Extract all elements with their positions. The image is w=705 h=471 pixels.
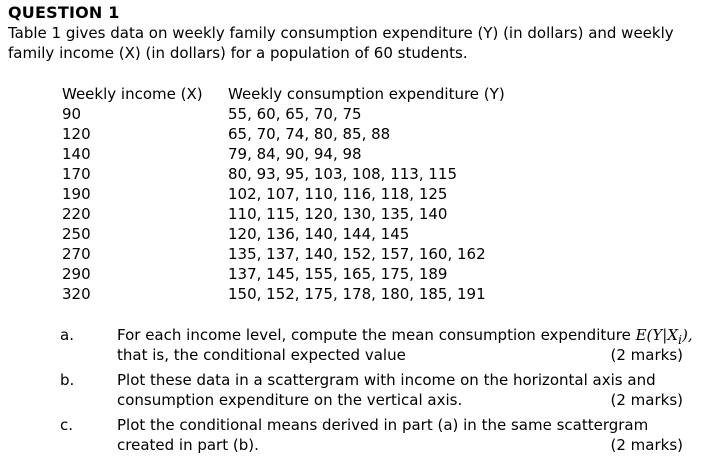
intro-line-2: family income (X) (in dollars) for a pop… [8, 44, 468, 62]
part-line: created in part (b). (2 marks) [117, 435, 683, 455]
table-row: 90 55, 60, 65, 70, 75 [62, 104, 505, 124]
table-row: 220 110, 115, 120, 130, 135, 140 [62, 204, 505, 224]
expenditure-cell: 150, 152, 175, 178, 180, 185, 191 [228, 285, 486, 303]
expenditure-cell: 102, 107, 110, 116, 118, 125 [228, 185, 448, 203]
table-row: 250 120, 136, 140, 144, 145 [62, 224, 505, 244]
marks-label: (2 marks) [610, 346, 684, 364]
expenditure-cell: 110, 115, 120, 130, 135, 140 [228, 205, 448, 223]
part-letter: a. [60, 326, 74, 344]
math-expression: E(Y|X [635, 326, 679, 344]
part-b: b. Plot these data in a scattergram with… [60, 370, 685, 410]
part-text: Plot the conditional means derived in pa… [117, 416, 649, 434]
expenditure-cell: 137, 145, 155, 165, 175, 189 [228, 265, 448, 283]
part-a: a. For each income level, compute the me… [60, 325, 693, 365]
part-letter: c. [60, 416, 74, 434]
table-row: 270 135, 137, 140, 152, 157, 160, 162 [62, 244, 505, 264]
marks-label: (2 marks) [610, 436, 684, 454]
table-row: 170 80, 93, 95, 103, 108, 113, 115 [62, 164, 505, 184]
expenditure-cell: 80, 93, 95, 103, 108, 113, 115 [228, 165, 457, 183]
income-cell: 270 [62, 245, 91, 263]
part-text: consumption expenditure on the vertical … [117, 391, 463, 409]
part-line: Plot these data in a scattergram with in… [117, 370, 683, 390]
part-body: Plot these data in a scattergram with in… [117, 370, 683, 410]
part-text: that is, the conditional expected value [117, 346, 406, 364]
table-row: 190 102, 107, 110, 116, 118, 125 [62, 184, 505, 204]
expenditure-cell: 135, 137, 140, 152, 157, 160, 162 [228, 245, 486, 263]
part-text: Plot these data in a scattergram with in… [117, 371, 656, 389]
data-table: Weekly income (X) Weekly consumption exp… [62, 84, 505, 304]
question-heading: QUESTION 1 [8, 3, 120, 22]
math-expression-end: ), [682, 326, 693, 344]
expenditure-column-header: Weekly consumption expenditure (Y) [228, 85, 505, 103]
part-line: that is, the conditional expected value (… [117, 345, 683, 365]
marks-label: (2 marks) [610, 391, 684, 409]
income-cell: 120 [62, 125, 91, 143]
part-letter: b. [60, 371, 75, 389]
expenditure-cell: 79, 84, 90, 94, 98 [228, 145, 362, 163]
expenditure-cell: 65, 70, 74, 80, 85, 88 [228, 125, 391, 143]
part-line: Plot the conditional means derived in pa… [117, 415, 683, 435]
expenditure-cell: 55, 60, 65, 70, 75 [228, 105, 362, 123]
part-body: Plot the conditional means derived in pa… [117, 415, 683, 455]
income-cell: 290 [62, 265, 91, 283]
expenditure-cell: 120, 136, 140, 144, 145 [228, 225, 410, 243]
table-row: 320 150, 152, 175, 178, 180, 185, 191 [62, 284, 505, 304]
income-column-header: Weekly income (X) [62, 85, 203, 103]
table-row: 120 65, 70, 74, 80, 85, 88 [62, 124, 505, 144]
part-body: For each income level, compute the mean … [117, 325, 693, 365]
math-subscript: i [678, 332, 683, 347]
part-line: For each income level, compute the mean … [117, 325, 693, 347]
conditional-mean-expression: E(Y|Xi), [635, 326, 693, 347]
part-text: created in part (b). [117, 436, 259, 454]
intro-line-1: Table 1 gives data on weekly family cons… [8, 24, 674, 42]
income-cell: 170 [62, 165, 91, 183]
income-cell: 140 [62, 145, 91, 163]
income-cell: 90 [62, 105, 82, 123]
income-cell: 220 [62, 205, 91, 223]
income-cell: 190 [62, 185, 91, 203]
table-row: 140 79, 84, 90, 94, 98 [62, 144, 505, 164]
income-cell: 320 [62, 285, 91, 303]
part-line: consumption expenditure on the vertical … [117, 390, 683, 410]
question-intro: Table 1 gives data on weekly family cons… [8, 23, 698, 63]
income-cell: 250 [62, 225, 91, 243]
table-header-row: Weekly income (X) Weekly consumption exp… [62, 84, 505, 104]
part-c: c. Plot the conditional means derived in… [60, 415, 685, 455]
part-text: For each income level, compute the mean … [117, 326, 636, 344]
table-row: 290 137, 145, 155, 165, 175, 189 [62, 264, 505, 284]
